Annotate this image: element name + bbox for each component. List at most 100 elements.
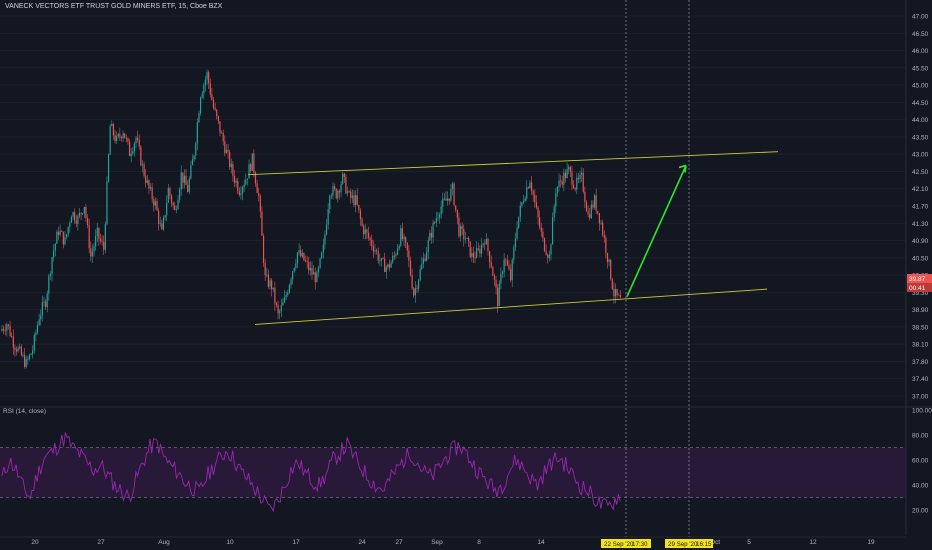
candle-body (406, 242, 408, 251)
rsi-tick-label: 60.00 (912, 458, 929, 465)
candle-body (543, 238, 546, 251)
candle-body (77, 216, 79, 224)
candle-body (177, 199, 179, 210)
candle-body (466, 237, 468, 239)
candle-body (22, 355, 24, 356)
candle-body (167, 188, 169, 203)
y-tick-label: 38.90 (912, 307, 929, 314)
candle-body (96, 227, 98, 236)
candle-body (558, 180, 560, 187)
x-tick-label: 20 (31, 539, 39, 546)
candle-body (340, 184, 342, 193)
candle-body (429, 232, 431, 241)
candle-body (563, 172, 565, 185)
candle-body (479, 249, 481, 254)
candle-body (384, 258, 386, 273)
candle-body (605, 237, 607, 254)
y-tick-label: 43.50 (912, 134, 929, 141)
candle-body (314, 272, 316, 283)
candle-body (542, 231, 544, 239)
candle-body (15, 349, 18, 352)
candle-body (388, 264, 391, 268)
candle-body (209, 83, 211, 95)
candle-body (437, 217, 439, 219)
candle-body (398, 245, 400, 249)
candle-body (254, 172, 257, 184)
candle-body (395, 254, 397, 256)
candle-body (476, 248, 478, 258)
candle-body (572, 184, 575, 189)
candle-body (128, 141, 131, 157)
candle-body (41, 302, 43, 316)
candle-body (235, 180, 237, 183)
candle-body (43, 301, 45, 303)
candle-body (338, 190, 341, 193)
candle-body (438, 214, 441, 218)
candle-body (610, 259, 612, 280)
candle-body (90, 248, 92, 257)
countdown-label: 00:41 (909, 285, 926, 292)
candle-body (9, 325, 11, 337)
candle-body (405, 237, 407, 243)
candle-body (40, 315, 42, 320)
candle-body (246, 178, 249, 180)
x-tick-label: 8 (477, 539, 481, 546)
candle-body (450, 188, 452, 201)
candle-body (261, 211, 263, 236)
candle-body (619, 295, 621, 298)
candle-body (592, 204, 594, 208)
candle-body (206, 72, 208, 80)
candle-body (455, 205, 457, 210)
candle-body (240, 193, 242, 195)
candle-body (217, 116, 219, 122)
candle-body (275, 303, 278, 306)
projection-arrow (626, 165, 687, 297)
candle-body (606, 253, 609, 262)
y-tick-label: 38.10 (912, 342, 929, 349)
candle-body (114, 135, 116, 142)
candle-body (182, 172, 184, 183)
candle-body (489, 251, 491, 263)
y-tick-label: 41.30 (912, 221, 929, 228)
candle-body (224, 141, 226, 154)
candle-body (98, 227, 100, 239)
candle-body (576, 177, 578, 190)
candle-body (345, 176, 347, 194)
candle-body (267, 274, 270, 287)
candle-body (132, 151, 134, 154)
rsi-line (1, 432, 621, 513)
candle-body (227, 149, 229, 152)
candle-body (292, 271, 294, 280)
candle-body (295, 263, 297, 269)
candle-body (600, 222, 602, 224)
candle-body (346, 191, 349, 194)
candle-body (70, 216, 73, 223)
candle-body (17, 347, 19, 352)
candle-body (585, 202, 588, 212)
candle-body (581, 172, 583, 175)
candle-body (250, 164, 252, 171)
candle-body (380, 258, 383, 261)
candle-body (290, 279, 292, 285)
date-badge-1-date: 22 Sep '20 (604, 541, 634, 548)
candle-body (85, 206, 87, 219)
candle-body (387, 264, 389, 268)
candle-body (30, 353, 32, 355)
candle-body (474, 257, 476, 259)
date-badge-2-date: 29 Sep '20 (668, 541, 698, 548)
candle-body (269, 280, 271, 287)
y-tick-label: 39.30 (912, 290, 929, 297)
candle-body (216, 109, 218, 117)
candle-body (103, 242, 105, 250)
candle-body (342, 173, 344, 185)
candle-body (445, 198, 447, 201)
candle-body (421, 263, 423, 270)
candle-body (99, 238, 102, 241)
y-tick-label: 44.50 (912, 100, 929, 107)
candle-body (377, 251, 379, 261)
candle-body (374, 250, 376, 252)
candle-body (432, 222, 434, 238)
candle-body (422, 258, 425, 264)
candle-body (358, 204, 360, 211)
